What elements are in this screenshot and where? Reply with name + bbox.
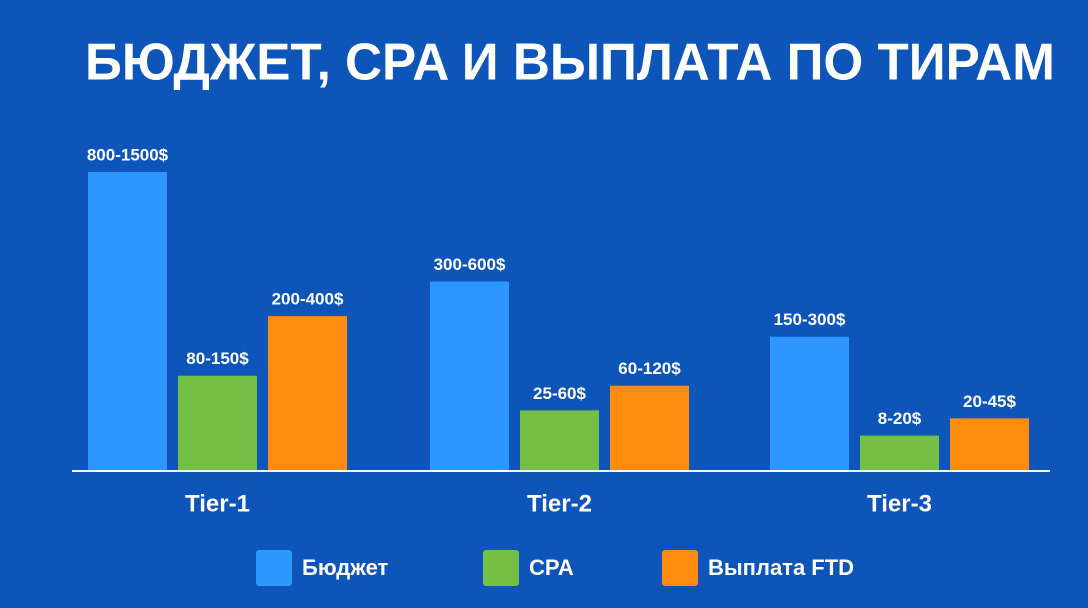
value-label: 300-600$ — [434, 255, 506, 274]
value-label: 8-20$ — [878, 409, 922, 428]
legend-swatch — [483, 550, 519, 586]
legend-swatch — [662, 550, 698, 586]
bar — [88, 172, 167, 470]
legend-label: Выплата FTD — [708, 555, 854, 580]
legend-label: Бюджет — [302, 555, 389, 580]
x-tick-label: Tier-3 — [867, 490, 932, 517]
bar — [520, 410, 599, 470]
bar — [770, 336, 849, 470]
bar — [178, 375, 257, 470]
bar — [950, 418, 1029, 470]
bar — [610, 385, 689, 470]
chart-title: БЮДЖЕТ, CPA И ВЫПЛАТА ПО ТИРАМ — [85, 34, 1055, 92]
x-tick-label: Tier-2 — [527, 490, 592, 517]
legend-swatch — [256, 550, 292, 586]
bar — [860, 435, 939, 470]
value-label: 25-60$ — [533, 384, 586, 403]
value-label: 800-1500$ — [87, 145, 169, 164]
value-label: 200-400$ — [272, 290, 344, 309]
x-tick-label: Tier-1 — [185, 490, 250, 517]
bar — [268, 316, 347, 470]
value-label: 150-300$ — [774, 310, 846, 329]
value-label: 60-120$ — [618, 359, 681, 378]
value-label: 80-150$ — [186, 349, 249, 368]
value-label: 20-45$ — [963, 392, 1016, 411]
bar — [430, 281, 509, 470]
legend-label: CPA — [529, 555, 574, 580]
